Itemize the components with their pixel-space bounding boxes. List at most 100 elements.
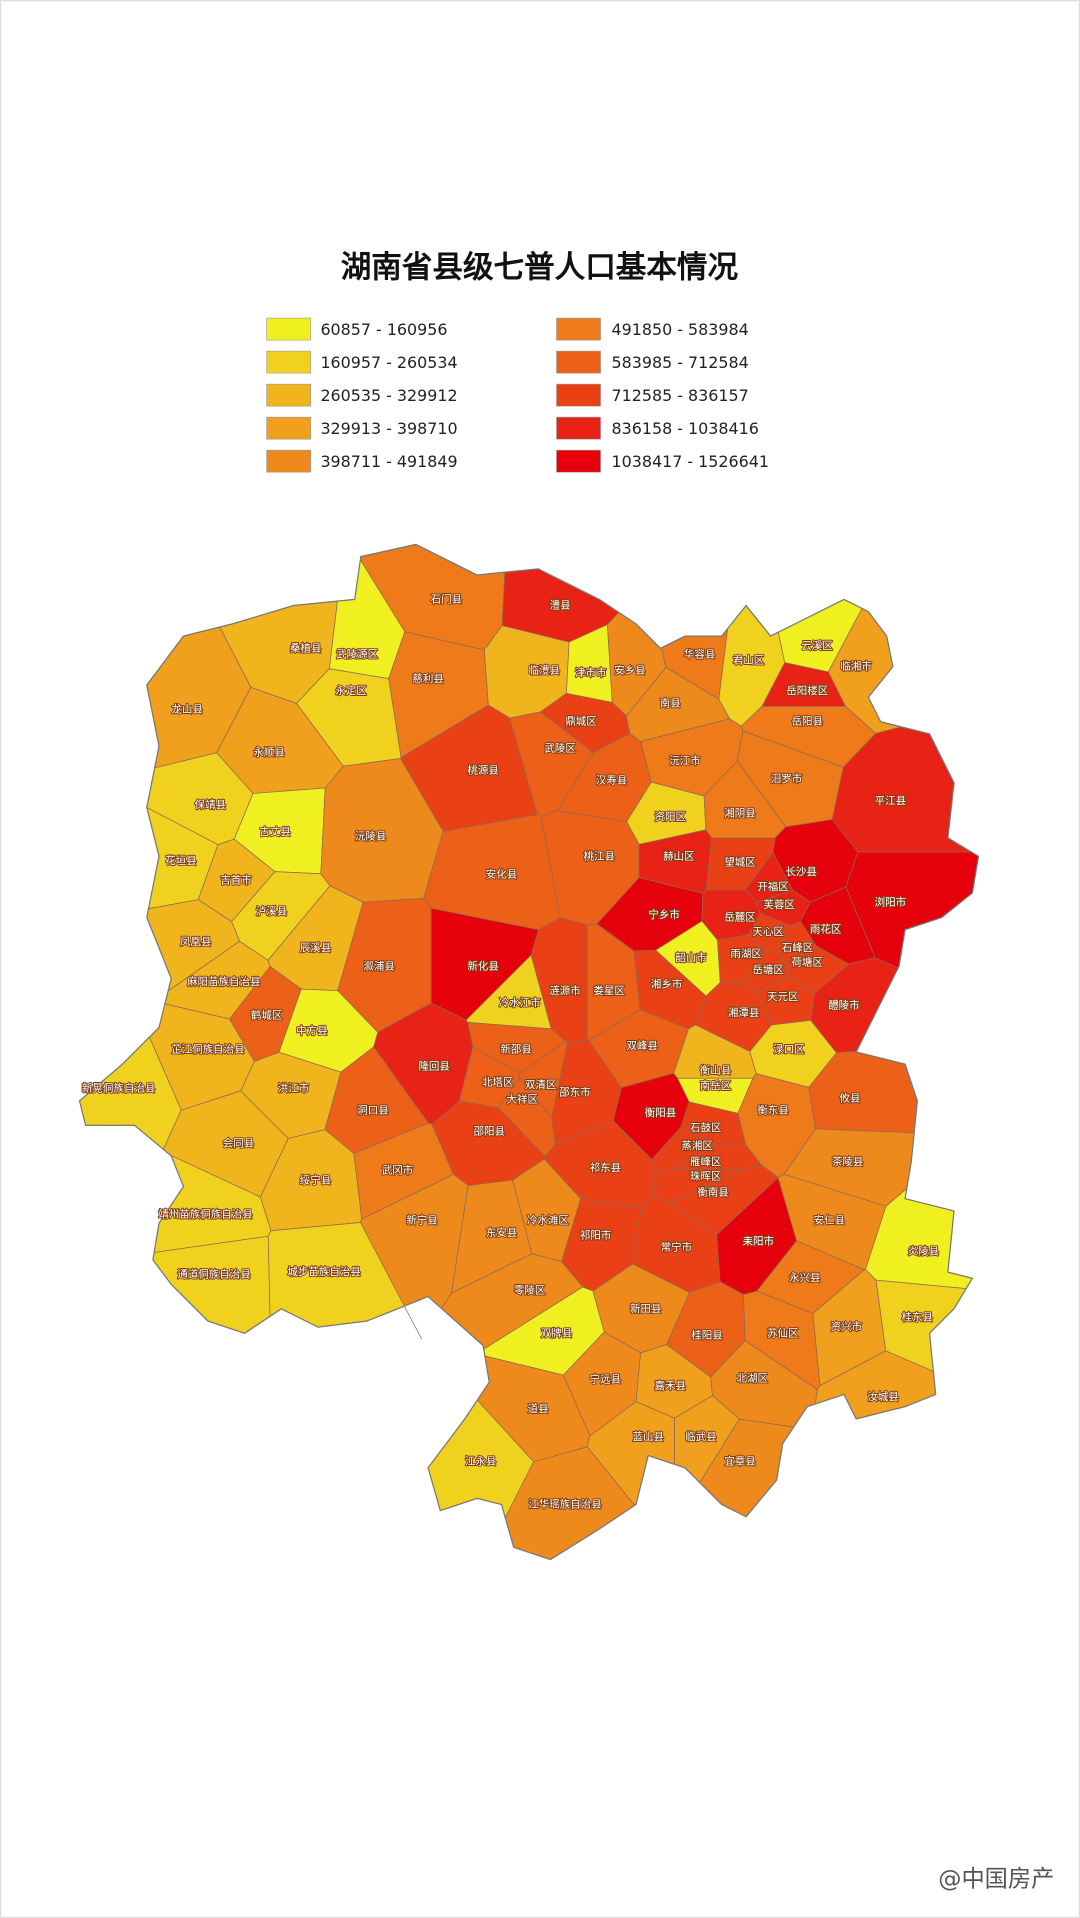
legend-swatch: [556, 383, 601, 407]
region-label: 珠晖区: [690, 1170, 722, 1183]
region-label: 桂东县: [902, 1310, 933, 1323]
region-label: 汉寿县: [596, 773, 628, 786]
region-label: 新宁县: [406, 1214, 438, 1227]
region-label: 雨花区: [810, 923, 842, 936]
region-label: 花垣县: [165, 854, 197, 867]
region-label: 祁东县: [590, 1161, 622, 1174]
region-label: 君山区: [733, 655, 765, 667]
region-label: 邵阳县: [473, 1125, 505, 1137]
region-label: 衡南县: [697, 1186, 729, 1199]
region-label: 会同县: [223, 1137, 255, 1150]
region-label: 武陵区: [544, 742, 576, 755]
region-label: 资兴市: [831, 1320, 863, 1333]
region-label: 石峰区: [782, 942, 814, 954]
region-label: 嘉禾县: [655, 1379, 686, 1392]
region-label: 永顺县: [253, 745, 284, 758]
region-label: 湘阴县: [724, 806, 756, 819]
legend: 60857 - 160956 160957 - 260534 260535 - 32…: [266, 317, 769, 473]
region-label: 沅陵县: [355, 830, 387, 843]
region-label: 雨湖区: [730, 948, 761, 960]
region-label: 大祥区: [507, 1093, 539, 1106]
region-label: 芷江侗族自治县: [171, 1043, 245, 1056]
region-label: 城步苗族自治县: [287, 1265, 360, 1278]
region-label: 浏阳市: [875, 896, 907, 909]
region-label: 江华瑶族自治县: [528, 1498, 602, 1511]
region-label: 娄星区: [593, 984, 625, 997]
region-label: 宁乡市: [648, 908, 680, 921]
region-label: 渌口区: [773, 1044, 805, 1056]
legend-label: 398711 - 491849: [320, 452, 457, 471]
region-label: 攸县: [840, 1091, 861, 1104]
region-label: 衡阳县: [645, 1107, 677, 1119]
region-label: 平江县: [875, 795, 907, 807]
legend-swatch: [266, 383, 311, 407]
region-label: 韶山市: [675, 951, 707, 964]
legend-swatch: [556, 416, 601, 440]
region-label: 天心区: [752, 926, 784, 938]
region-label: 石门县: [431, 592, 463, 605]
region-label: 荷塘区: [791, 956, 822, 969]
region-label: 鼎城区: [565, 716, 597, 728]
legend-label: 329913 - 398710: [320, 419, 457, 438]
legend-swatch: [556, 350, 601, 374]
region-label: 武陵源区: [336, 647, 378, 660]
region-label: 沅江市: [669, 754, 700, 767]
region-label: 永定区: [335, 684, 367, 697]
region-label: 中方县: [296, 1024, 328, 1037]
region-label: 汝城县: [867, 1390, 898, 1403]
region-label: 新晃侗族自治县: [82, 1082, 155, 1095]
region-label: 宜章县: [724, 1455, 756, 1468]
region-label: 祁阳市: [580, 1228, 612, 1241]
region-label: 芙蓉区: [763, 898, 795, 911]
region-label: 云溪区: [801, 640, 833, 652]
region-label: 临湘市: [840, 660, 871, 673]
region-label: 长沙县: [785, 866, 817, 878]
region-label: 岳麓区: [724, 910, 756, 923]
region-label: 岳塘区: [752, 963, 784, 976]
map-title: 湖南省县级七普人口基本情况: [341, 251, 739, 286]
region-label: 北湖区: [736, 1373, 768, 1385]
legend-swatch: [556, 449, 601, 473]
legend-swatch: [266, 416, 311, 440]
region-label: 湘潭县: [728, 1006, 760, 1019]
region-label: 辰溪县: [300, 942, 332, 954]
region-label: 雁峰区: [690, 1156, 722, 1168]
legend-label: 260535 - 329912: [320, 386, 457, 405]
region-label: 通道侗族自治县: [177, 1268, 251, 1281]
legend-label: 836158 - 1038416: [612, 419, 759, 438]
legend-swatch: [266, 449, 311, 473]
regions: [78, 543, 980, 1561]
region-label: 双清区: [525, 1078, 557, 1091]
region-label: 桃江县: [584, 849, 616, 862]
region-label: 宁远县: [590, 1373, 622, 1386]
region-label: 新邵县: [500, 1043, 532, 1056]
region-label: 资阳区: [655, 811, 686, 823]
region-label: 邵东市: [559, 1085, 591, 1098]
legend-swatch: [556, 317, 601, 341]
legend-label: 712585 - 836157: [612, 386, 749, 405]
region-label: 新化县: [467, 959, 499, 972]
region-label: 常宁市: [661, 1241, 693, 1254]
region-label: 桑植县: [290, 641, 322, 654]
region-label: 吉首市: [220, 874, 252, 887]
region-label: 溆浦县: [363, 959, 395, 972]
region-label: 双峰县: [626, 1040, 658, 1052]
legend-swatch: [266, 350, 311, 374]
region-label: 赫山区: [663, 850, 695, 862]
region-label: 麻阳苗族自治县: [187, 975, 261, 988]
region-label: 苏仙区: [767, 1326, 799, 1339]
region-label: 蓝山县: [632, 1431, 664, 1443]
region-label: 衡山县: [700, 1064, 731, 1076]
region-label: 蒸湘区: [681, 1139, 713, 1152]
region-label: 津市市: [575, 666, 607, 679]
region-label: 天元区: [767, 991, 799, 1003]
region-label: 醴陵市: [828, 998, 860, 1011]
region-label: 洞口县: [357, 1105, 389, 1117]
region-label: 南县: [660, 696, 681, 709]
region-label: 永兴县: [789, 1271, 821, 1284]
region-label: 石鼓区: [690, 1121, 722, 1134]
region-label: 江永县: [465, 1455, 497, 1468]
region-label: 岳阳楼区: [786, 684, 828, 697]
